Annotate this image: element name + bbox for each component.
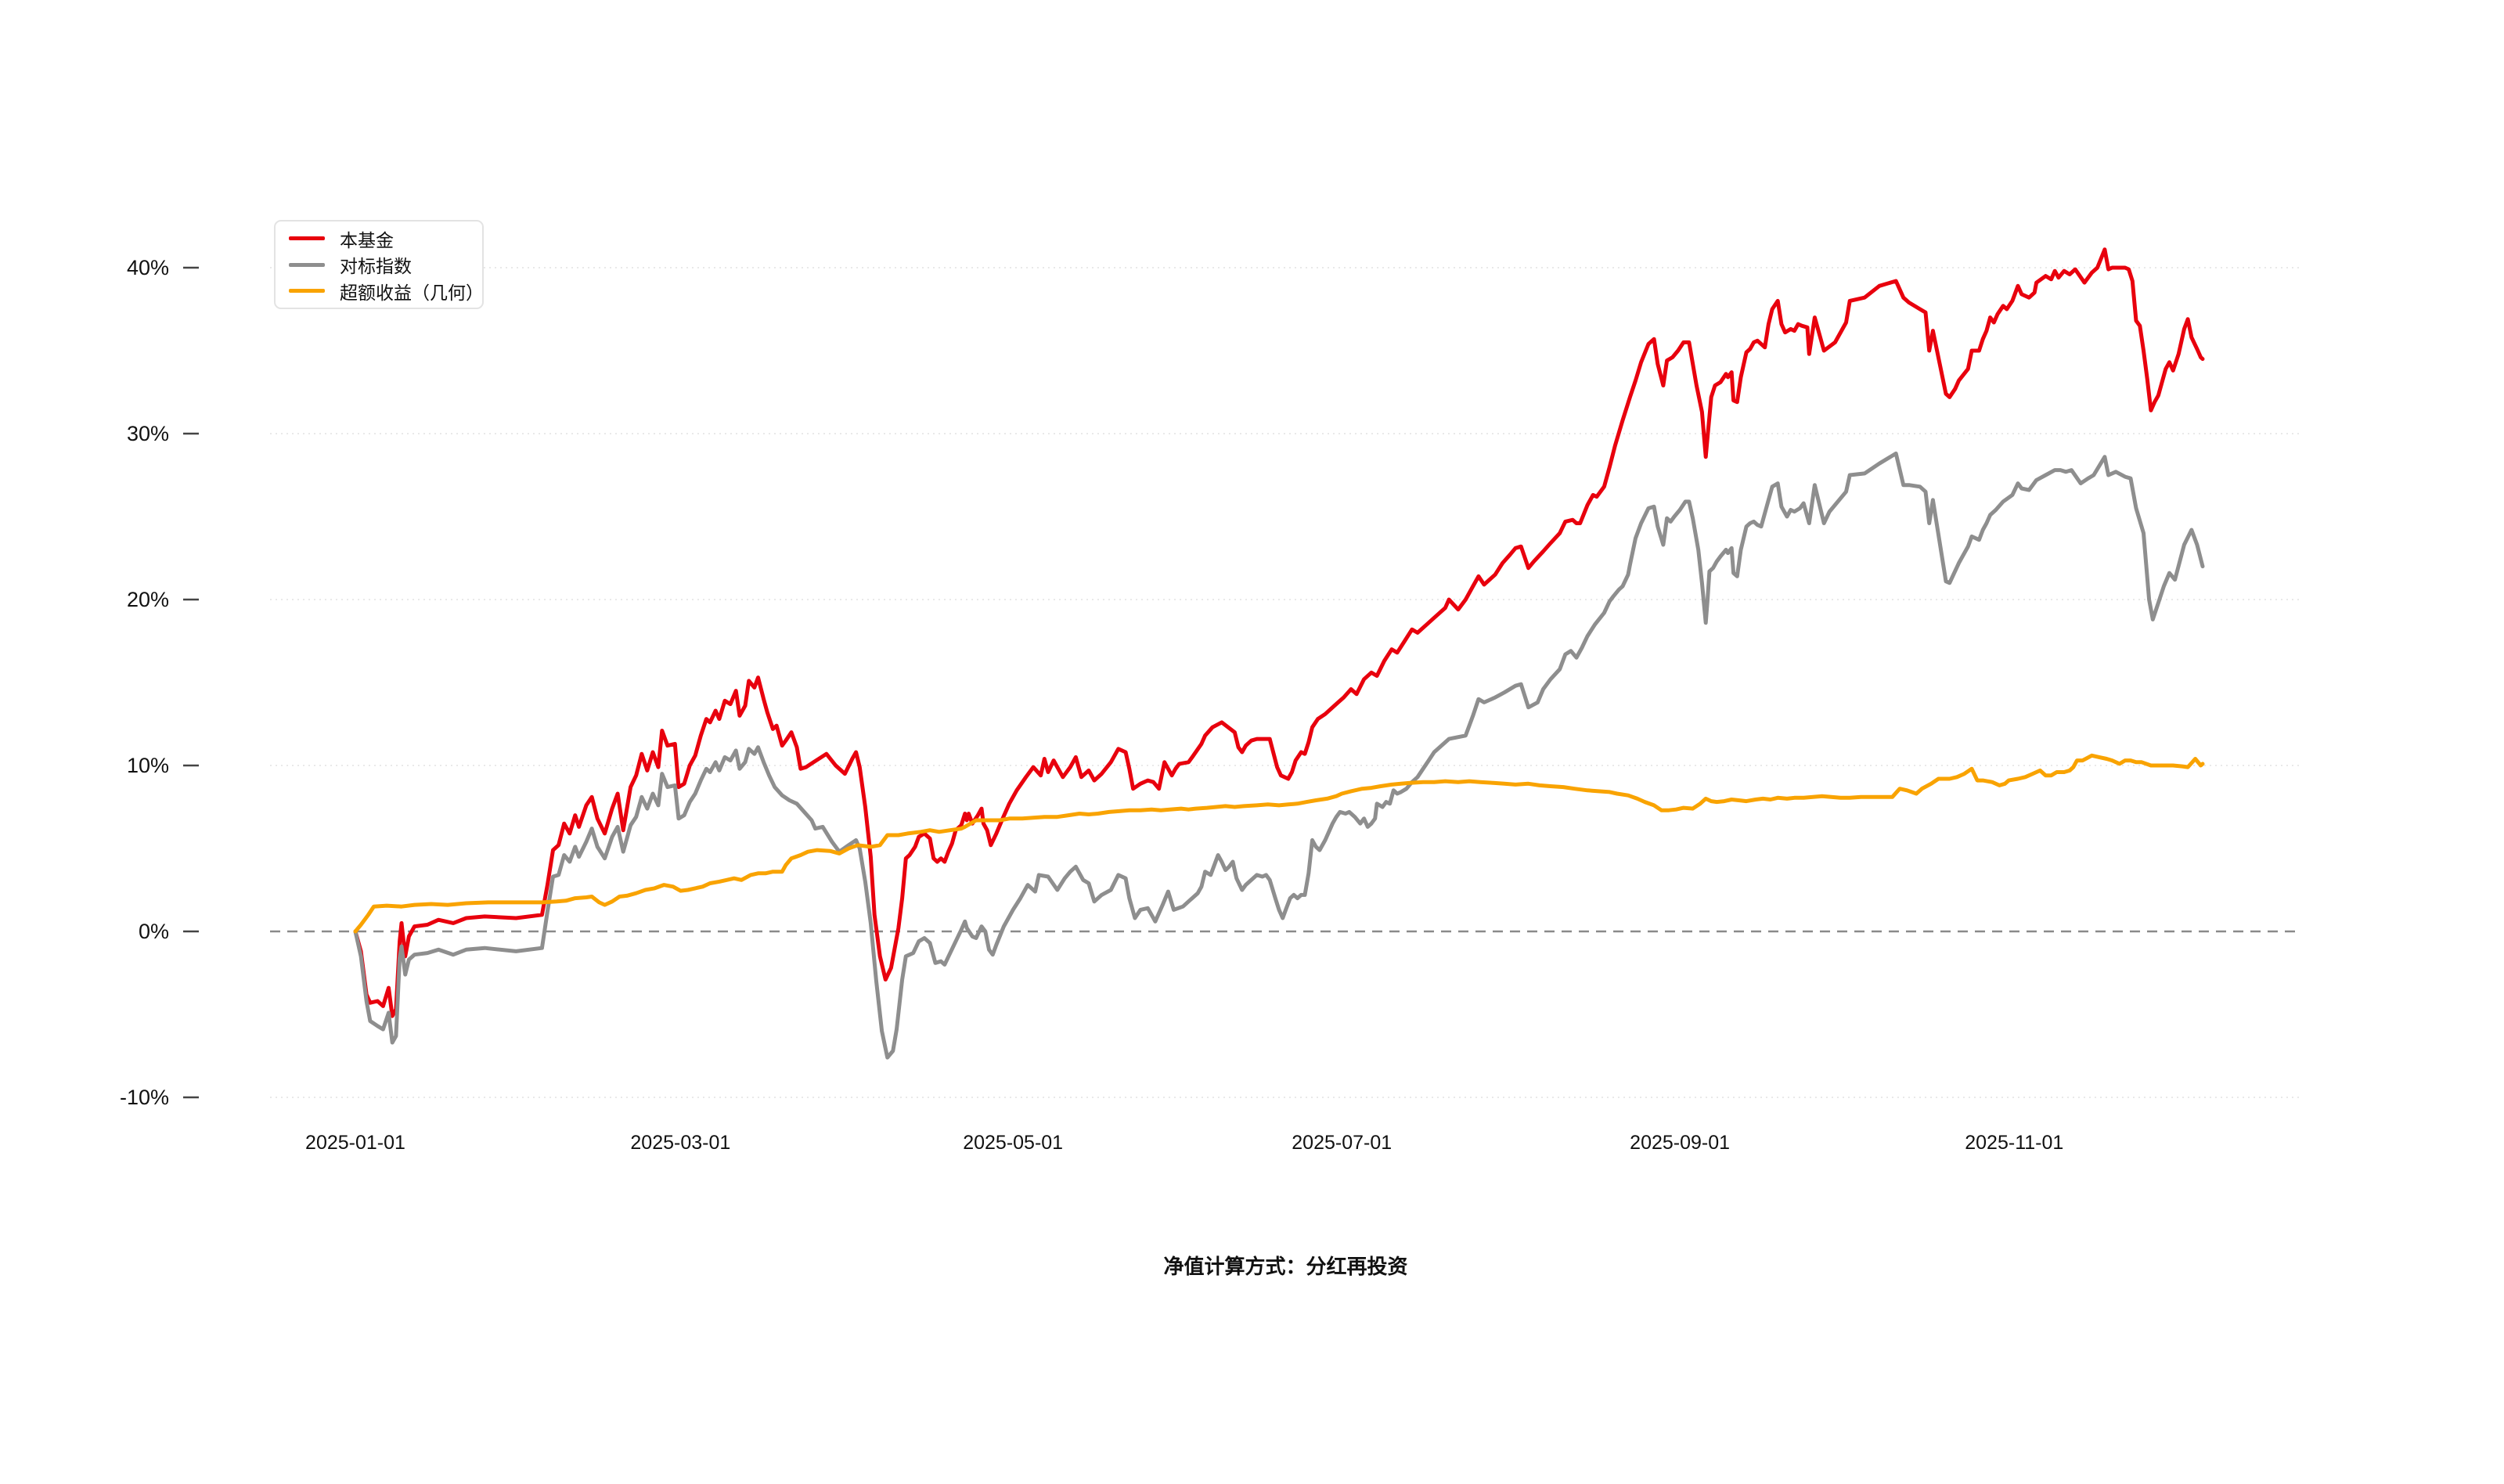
benchmark-line <box>353 451 2205 1060</box>
x-tick-label: 2025-09-01 <box>1630 1132 1730 1154</box>
legend-label-excess: 超额收益（几何） <box>340 282 484 303</box>
y-tick-label: 30% <box>127 422 169 445</box>
legend-item-excess[interactable]: 超额收益（几何） <box>276 279 484 304</box>
y-tick-label: 40% <box>127 256 169 279</box>
x-tick-label: 2025-05-01 <box>963 1132 1063 1154</box>
x-tick-label: 2025-07-01 <box>1292 1132 1392 1154</box>
x-tick-label: 2025-03-01 <box>630 1132 730 1154</box>
y-tick-label: 0% <box>139 920 169 943</box>
caption: 净值计算方式：分红再投资 <box>1163 1255 1408 1278</box>
excess-return-line <box>353 753 2205 934</box>
x-tick-label: 2025-11-01 <box>1965 1132 2063 1154</box>
legend-label-fund: 本基金 <box>340 229 394 250</box>
legend-label-benchmark: 对标指数 <box>340 256 412 276</box>
x-tick-label: 2025-01-01 <box>305 1132 405 1154</box>
legend: 本基金 对标指数 超额收益（几何） <box>274 220 484 309</box>
fund-line-swatch <box>289 236 325 240</box>
legend-item-benchmark[interactable]: 对标指数 <box>276 252 482 277</box>
excess-line-swatch <box>289 289 325 293</box>
fund-line <box>353 247 2205 1018</box>
y-tick-label: 10% <box>127 754 169 777</box>
y-tick-label: 20% <box>127 588 169 611</box>
benchmark-line-swatch <box>289 262 325 267</box>
legend-item-fund[interactable]: 本基金 <box>276 226 482 251</box>
y-tick-label: -10% <box>120 1086 169 1109</box>
